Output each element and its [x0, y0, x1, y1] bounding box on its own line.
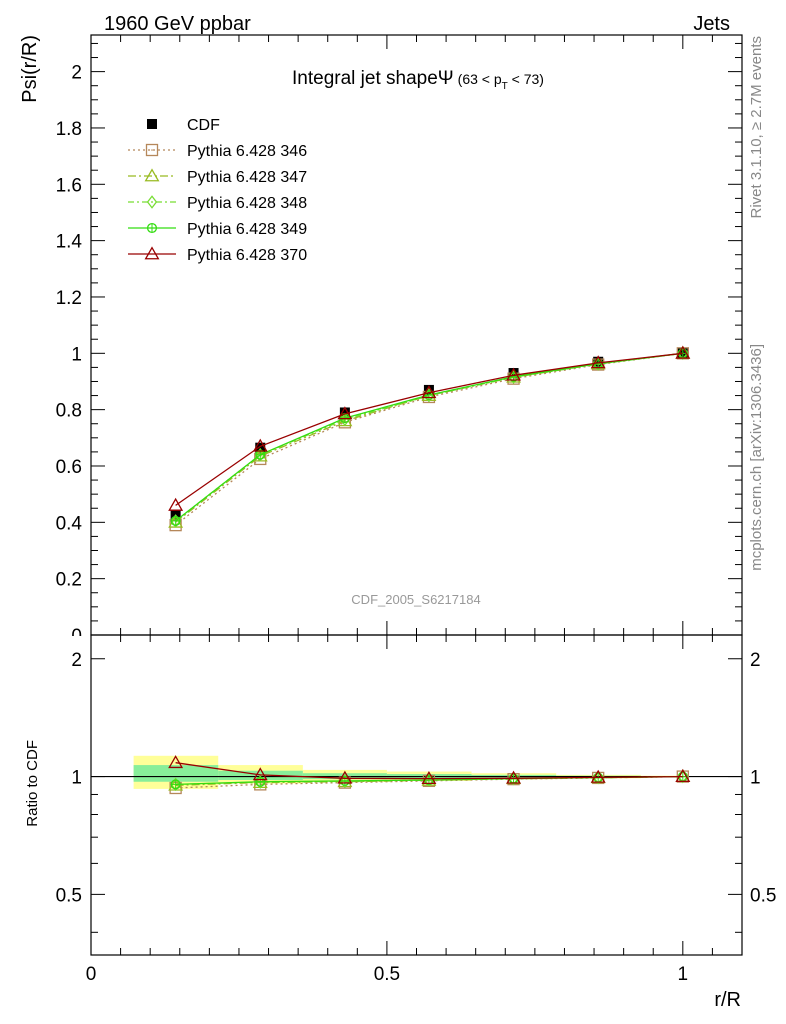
marker-open-triangle: [144, 246, 160, 260]
series-line: [175, 352, 683, 523]
main-axes-layer: 00.20.40.60.811.21.41.61.82: [51, 34, 743, 647]
chart-title-main: Integral jet shape: [292, 68, 438, 89]
series-pythia-6-428-370: [168, 755, 691, 785]
tick-label-mask: [51, 636, 91, 646]
panel-frame: [90, 634, 743, 956]
legend-entry: Pythia 6.428 349: [128, 221, 307, 238]
series-cdf: [170, 348, 688, 521]
series-line: [175, 352, 683, 506]
series-pythia-6-428-370: [168, 345, 691, 511]
main-y-tick-label: 1.2: [56, 288, 82, 309]
ratio-y-tick-label-right: 2: [750, 650, 761, 671]
marker-open-triangle: [675, 768, 691, 782]
legend-entry: Pythia 6.428 347: [128, 168, 307, 186]
marker-open-triangle: [590, 355, 606, 369]
main-y-tick-label: 2: [71, 63, 82, 84]
legend-entry: Pythia 6.428 348: [128, 195, 307, 212]
chart-title: Integral jet shapeΨ (63 < pT < 73): [292, 68, 544, 92]
x-tick-label: 0.5: [374, 964, 400, 985]
marker-open-triangle: [252, 438, 268, 452]
legend: CDF Pythia 6.428 346 Pythia 6.428 347 Pythi…: [128, 117, 307, 264]
marker-open-diamond: [146, 195, 158, 209]
marker-open-triangle: [506, 770, 522, 784]
legend-label: Pythia 6.428 348: [187, 195, 307, 212]
uncertainty-band-green: [133, 765, 219, 782]
main-y-tick-label: 1.6: [56, 175, 82, 196]
marker-filled-square: [255, 442, 266, 453]
mcplots-label: mcplots.cern.ch [arXiv:1306.3436]: [748, 344, 765, 571]
marker-open-triangle: [506, 367, 522, 381]
chart-title-psi: Ψ: [438, 68, 454, 89]
legend-label: CDF: [187, 117, 220, 134]
ratio-axes-layer: 0.5 0.5 1 1 2 2 0 0.5 1: [56, 634, 776, 985]
series-line: [175, 762, 683, 780]
chart-title-range-post: < 73): [508, 71, 544, 87]
marker-open-triangle: [421, 385, 437, 399]
chart-title-range: (63 < pT < 73): [458, 71, 544, 92]
marker-open-triangle: [252, 767, 268, 781]
ratio-y-tick-label-left: 0.5: [56, 885, 82, 906]
marker-open-triangle: [337, 406, 353, 420]
legend-label: Pythia 6.428 346: [187, 143, 307, 160]
marker-open-diamond: [170, 777, 181, 792]
main-y-tick-label: 1: [71, 344, 82, 365]
ratio-data-layer: [168, 755, 691, 795]
main-y-tick-label: 0.2: [56, 570, 82, 591]
x-tick-label: 1: [678, 964, 689, 985]
main-y-tick-label: 0.6: [56, 457, 82, 478]
marker-open-triangle: [168, 497, 184, 511]
main-y-tick-label: 0.8: [56, 401, 82, 422]
series-pythia-6-428-349: [170, 348, 688, 526]
legend-label: Pythia 6.428 347: [187, 169, 307, 186]
header-left: 1960 GeV ppbar: [104, 13, 251, 35]
main-y-tick-label: 0.4: [56, 513, 83, 534]
chart-title-range-pre: (63 < p: [458, 71, 502, 87]
series-pythia-6-428-346: [169, 347, 689, 532]
marker-open-triangle: [168, 755, 184, 769]
ratio-y-tick-label-left: 2: [71, 650, 82, 671]
series-pythia-6-428-347: [168, 345, 691, 528]
ratio-panel: 0.5 0.5 1 1 2 2 0 0.5 1 Ratio to CDF r/R: [24, 634, 776, 1011]
marker-open-triangle: [421, 770, 437, 785]
header-right: Jets: [693, 13, 730, 35]
marker-open-diamond: [339, 774, 351, 789]
legend-entry: CDF: [147, 117, 220, 134]
marker-center-dot: [151, 149, 153, 151]
series-pythia-6-428-348: [170, 346, 689, 528]
marker-filled-square: [339, 407, 350, 418]
rivet-version-label: Rivet 3.1.10, ≥ 2.7M events: [748, 36, 765, 219]
legend-label: Pythia 6.428 370: [187, 247, 307, 264]
marker-open-triangle: [144, 168, 160, 182]
series-line: [175, 352, 683, 526]
marker-open-triangle: [337, 770, 353, 784]
legend-entry: Pythia 6.428 370: [128, 246, 307, 264]
legend-label: Pythia 6.428 349: [187, 221, 307, 238]
watermark-text: CDF_2005_S6217184: [351, 592, 480, 607]
legend-entry: Pythia 6.428 346: [128, 143, 307, 160]
main-y-axis-label: Psi(r/R): [19, 35, 41, 103]
series-line: [175, 352, 683, 522]
series-line: [175, 352, 683, 522]
marker-open-triangle: [675, 345, 691, 359]
marker-filled-square: [147, 119, 157, 129]
x-tick-label: 0: [86, 964, 97, 985]
ratio-y-tick-label-right: 0.5: [750, 885, 776, 906]
ratio-y-tick-label-right: 1: [750, 768, 761, 789]
ratio-y-axis-label: Ratio to CDF: [24, 740, 41, 827]
x-axis-label: r/R: [714, 989, 741, 1011]
ratio-y-tick-label-left: 1: [71, 768, 82, 789]
chart-title-range-sub: T: [502, 81, 508, 92]
main-y-tick-label: 1.4: [56, 232, 83, 253]
marker-open-triangle: [590, 769, 606, 783]
main-panel: CDF_2005_S6217184 Integral jet shapeΨ (63…: [19, 34, 743, 647]
main-data-layer: [168, 345, 691, 532]
marker-open-square: [145, 143, 159, 157]
main-y-tick-label: 1.8: [56, 119, 82, 140]
